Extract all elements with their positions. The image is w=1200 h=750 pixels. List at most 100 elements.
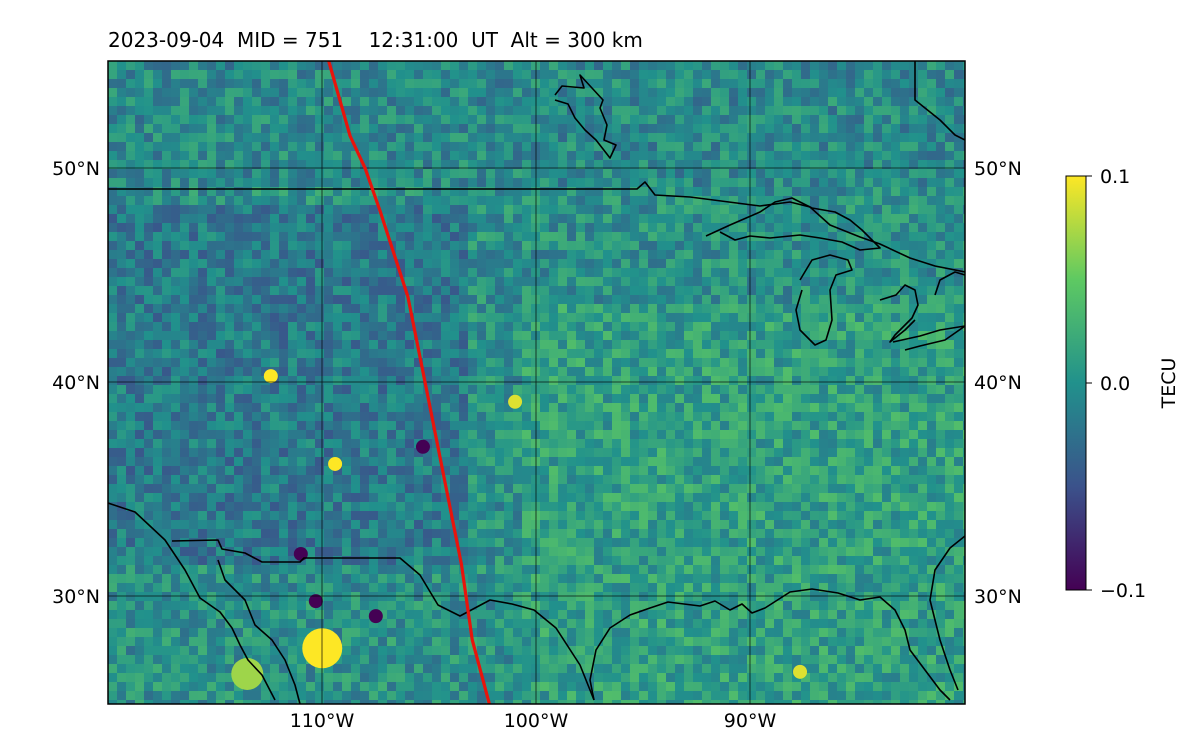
heatmap-cell xyxy=(261,457,271,467)
heatmap-cell xyxy=(693,169,703,179)
heatmap-cell xyxy=(720,178,730,188)
heatmap-cell xyxy=(918,178,928,188)
heatmap-cell xyxy=(396,124,406,134)
heatmap-cell xyxy=(909,277,919,287)
heatmap-cell xyxy=(252,277,262,287)
heatmap-cell xyxy=(729,439,739,449)
heatmap-cell xyxy=(738,97,748,107)
heatmap-cell xyxy=(918,421,928,431)
heatmap-cell xyxy=(504,106,514,116)
heatmap-cell xyxy=(270,151,280,161)
heatmap-cell xyxy=(360,70,370,80)
heatmap-cell xyxy=(639,259,649,269)
heatmap-cell xyxy=(252,115,262,125)
heatmap-cell xyxy=(801,358,811,368)
heatmap-cell xyxy=(189,79,199,89)
heatmap-cell xyxy=(414,331,424,341)
heatmap-cell xyxy=(918,106,928,116)
heatmap-cell xyxy=(189,520,199,530)
heatmap-cell xyxy=(450,61,460,71)
heatmap-cell xyxy=(252,268,262,278)
heatmap-cell xyxy=(792,394,802,404)
heatmap-cell xyxy=(468,412,478,422)
heatmap-cell xyxy=(225,106,235,116)
heatmap-cell xyxy=(180,484,190,494)
heatmap-cell xyxy=(810,511,820,521)
heatmap-cell xyxy=(558,367,568,377)
heatmap-cell xyxy=(261,151,271,161)
heatmap-cell xyxy=(495,349,505,359)
heatmap-cell xyxy=(369,268,379,278)
heatmap-cell xyxy=(117,475,127,485)
heatmap-cell xyxy=(720,277,730,287)
heatmap-cell xyxy=(657,520,667,530)
heatmap-cell xyxy=(621,268,631,278)
heatmap-cell xyxy=(594,331,604,341)
heatmap-cell xyxy=(756,61,766,71)
heatmap-cell xyxy=(702,268,712,278)
heatmap-cell xyxy=(585,439,595,449)
heatmap-cell xyxy=(756,115,766,125)
heatmap-cell xyxy=(468,358,478,368)
heatmap-cell xyxy=(747,466,757,476)
heatmap-cell xyxy=(684,196,694,206)
heatmap-cell xyxy=(630,169,640,179)
heatmap-cell xyxy=(279,520,289,530)
heatmap-cell xyxy=(567,115,577,125)
heatmap-cell xyxy=(738,358,748,368)
heatmap-cell xyxy=(432,151,442,161)
heatmap-cell xyxy=(450,295,460,305)
heatmap-cell xyxy=(657,61,667,71)
heatmap-cell xyxy=(909,268,919,278)
heatmap-cell xyxy=(756,349,766,359)
heatmap-cell xyxy=(207,376,217,386)
heatmap-cell xyxy=(630,466,640,476)
heatmap-cell xyxy=(819,277,829,287)
heatmap-cell xyxy=(585,358,595,368)
heatmap-cell xyxy=(324,223,334,233)
heatmap-cell xyxy=(342,61,352,71)
heatmap-cell xyxy=(144,511,154,521)
heatmap-cell xyxy=(756,124,766,134)
heatmap-cell xyxy=(540,358,550,368)
heatmap-cell xyxy=(135,430,145,440)
heatmap-cell xyxy=(873,133,883,143)
heatmap-cell xyxy=(738,466,748,476)
heatmap-cell xyxy=(504,169,514,179)
heatmap-cell xyxy=(315,268,325,278)
heatmap-cell xyxy=(171,448,181,458)
heatmap-cell xyxy=(927,187,937,197)
heatmap-cell xyxy=(549,70,559,80)
heatmap-cell xyxy=(189,169,199,179)
heatmap-cell xyxy=(819,421,829,431)
heatmap-cell xyxy=(810,493,820,503)
heatmap-cell xyxy=(189,286,199,296)
heatmap-cell xyxy=(261,430,271,440)
heatmap-cell xyxy=(162,277,172,287)
heatmap-cell xyxy=(738,205,748,215)
heatmap-cell xyxy=(486,376,496,386)
heatmap-cell xyxy=(549,268,559,278)
heatmap-cell xyxy=(198,124,208,134)
heatmap-cell xyxy=(369,241,379,251)
heatmap-cell xyxy=(207,466,217,476)
heatmap-cell xyxy=(693,79,703,89)
heatmap-cell xyxy=(621,196,631,206)
heatmap-cell xyxy=(189,241,199,251)
heatmap-cell xyxy=(828,367,838,377)
heatmap-cell xyxy=(801,70,811,80)
heatmap-cell xyxy=(117,214,127,224)
heatmap-cell xyxy=(279,367,289,377)
heatmap-cell xyxy=(450,340,460,350)
heatmap-cell xyxy=(864,349,874,359)
heatmap-cell xyxy=(324,439,334,449)
heatmap-cell xyxy=(837,223,847,233)
heatmap-cell xyxy=(459,196,469,206)
heatmap-cell xyxy=(576,475,586,485)
heatmap-cell xyxy=(342,106,352,116)
heatmap-cell xyxy=(855,214,865,224)
heatmap-cell xyxy=(513,493,523,503)
heatmap-cell xyxy=(144,70,154,80)
heatmap-cell xyxy=(945,268,955,278)
